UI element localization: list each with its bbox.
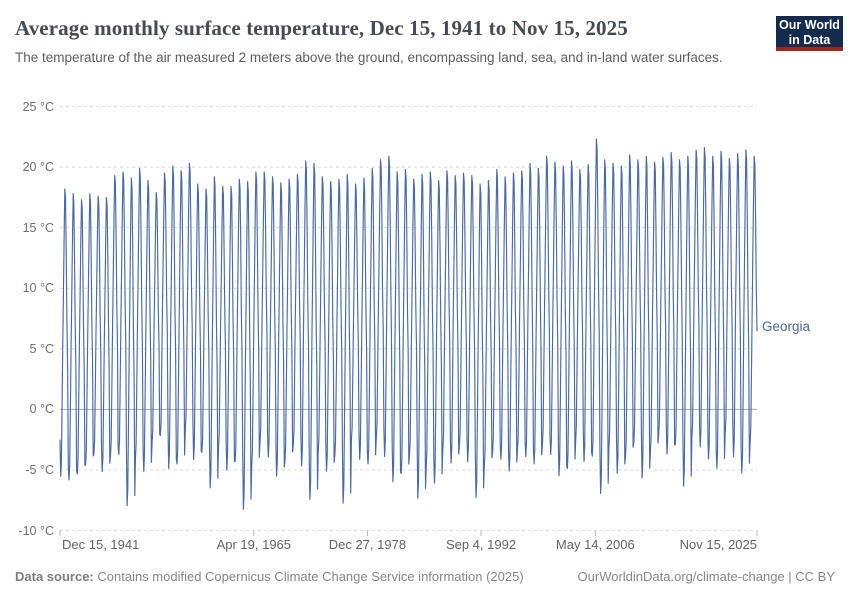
x-axis-label: Apr 19, 1965 [216, 537, 292, 552]
owid-logo[interactable]: Our World in Data [776, 16, 843, 51]
credit-link[interactable]: OurWorldinData.org/climate-change | CC B… [577, 569, 835, 584]
data-source-text: Contains modified Copernicus Climate Cha… [93, 569, 524, 584]
y-axis-label: 25 °C [22, 99, 54, 114]
y-axis-label: 20 °C [22, 160, 54, 175]
series-label-georgia[interactable]: Georgia [762, 319, 811, 334]
y-axis-label: -5 °C [25, 462, 54, 477]
x-axis-label: May 14, 2006 [555, 537, 635, 552]
chart-subtitle: The temperature of the air measured 2 me… [15, 50, 723, 65]
y-axis-label: 15 °C [22, 220, 54, 235]
y-axis-label: 0 °C [29, 402, 54, 417]
owid-logo-line2: in Data [788, 32, 831, 47]
x-axis-label: Dec 27, 1978 [328, 537, 407, 552]
y-axis-label: 10 °C [22, 281, 54, 296]
chart-title: Average monthly surface temperature, Dec… [15, 16, 628, 40]
x-axis-label: Nov 15, 2025 [679, 537, 757, 552]
georgia-temperature-line[interactable] [59, 138, 758, 510]
owid-logo-line1: Our World [779, 18, 840, 32]
x-axis-label: Dec 15, 1941 [62, 537, 140, 552]
y-axis-label: 5 °C [29, 341, 54, 356]
data-source-label: Data source: [15, 569, 94, 584]
y-axis-label: -10 °C [18, 523, 54, 538]
x-axis-label: Sep 4, 1992 [445, 537, 517, 552]
data-source-note: Data source: Contains modified Copernicu… [15, 569, 524, 584]
